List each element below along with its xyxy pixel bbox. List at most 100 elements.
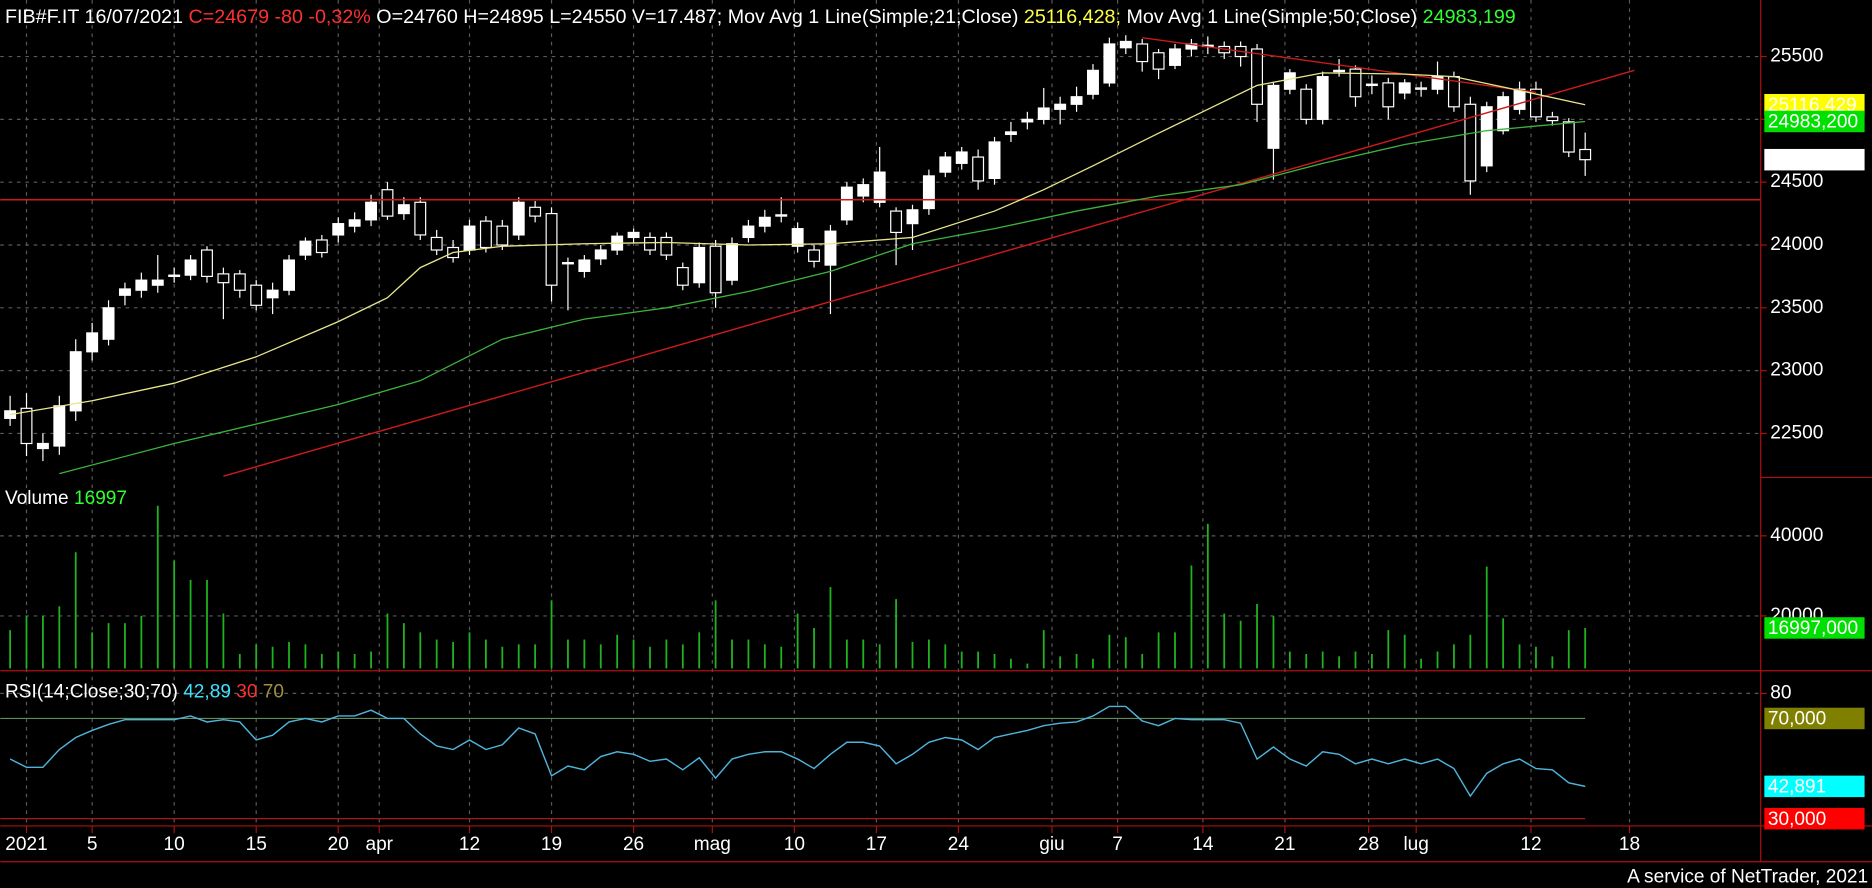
candle-body [168, 274, 181, 277]
candle-body [1267, 84, 1280, 149]
candle-body [955, 151, 968, 164]
rsi-high: 70 [263, 681, 284, 702]
candle-body [808, 249, 821, 262]
x-tick-label: 12 [459, 834, 480, 855]
x-tick-label: 10 [784, 834, 805, 855]
candle-body [512, 201, 525, 236]
candle-body [1152, 52, 1165, 70]
x-tick-label: apr [365, 834, 393, 855]
candle-body [922, 175, 935, 210]
candle-body [1365, 83, 1378, 87]
candle-body [1119, 40, 1132, 49]
y-tick-label: 23500 [1770, 297, 1823, 318]
candle-body [627, 231, 640, 239]
candle-body [1497, 96, 1510, 132]
candle-body [1103, 43, 1116, 84]
ma50-label: Mov Avg 1 Line(Simple;50;Close) [1126, 6, 1417, 28]
candle-body [791, 228, 804, 247]
axes: 2250023000235002400024500250002550025116… [0, 0, 1872, 863]
x-tick-label: 10 [164, 834, 185, 855]
candle-body [1070, 96, 1083, 105]
x-tick-label: 5 [87, 834, 98, 855]
candle-body [857, 184, 870, 197]
candle-body [972, 156, 985, 182]
candle-body [709, 245, 722, 294]
candle-body [69, 351, 82, 412]
candle-body [102, 307, 115, 340]
trend-line [223, 69, 1635, 477]
x-tick-label: 2021 [5, 834, 47, 855]
rsi-line [9, 705, 1586, 798]
ohlcv: O=24760 H=24895 L=24550 V=17.487; [376, 6, 722, 28]
symbol: FIB#F.IT 16/07/2021 [5, 6, 183, 28]
candle-body [1349, 68, 1362, 98]
value-badge [1764, 775, 1865, 798]
value-badge-label: 25116,429 [1768, 95, 1857, 116]
value-badge [1764, 93, 1865, 116]
rsi-low: 30 [236, 681, 257, 702]
value-badge-label: 16997,000 [1768, 618, 1858, 639]
candle-body [1546, 116, 1559, 122]
candle-body [1333, 69, 1346, 73]
candle-body [86, 332, 99, 353]
candle-body [184, 259, 197, 276]
y-tick-label: 80 [1770, 682, 1791, 703]
candle-body [381, 189, 394, 217]
value-badge [1764, 110, 1865, 133]
candle-body [1021, 118, 1034, 123]
x-tick-label: 15 [246, 834, 267, 855]
moving-average [9, 72, 1586, 416]
x-tick-label: lug [1403, 834, 1428, 855]
value-badge-label: 24983,200 [1768, 112, 1858, 133]
rsi-value: 42,89 [183, 681, 231, 702]
candle-body [1037, 107, 1050, 120]
volume-value: 16997 [74, 488, 127, 509]
candle-body [1513, 88, 1526, 110]
candle-body [1464, 103, 1477, 182]
marks [0, 35, 1761, 820]
candle-body [365, 201, 378, 221]
candle-body [988, 141, 1001, 180]
candle-body [315, 239, 328, 254]
candle-body [840, 186, 853, 221]
candle-body [53, 405, 66, 447]
candle-body [939, 156, 952, 173]
candle-body [397, 204, 410, 215]
candle-body [1431, 76, 1444, 90]
candle-body [1054, 103, 1067, 110]
candle-body [20, 407, 33, 445]
candle-body [135, 279, 148, 291]
ma21-label: Mov Avg 1 Line(Simple;21;Close) [728, 6, 1019, 28]
candle-body [824, 230, 837, 266]
candle-body [430, 236, 443, 251]
ma21-value: 25116,428; [1024, 6, 1121, 28]
candle-body [4, 410, 17, 419]
candle-body [676, 267, 689, 286]
value-badge-label: 24679 [1768, 150, 1821, 171]
quote: C=24679 -80 -0,32% [189, 6, 371, 28]
candle-body [233, 273, 246, 291]
candle-body [1087, 69, 1099, 95]
candle-body [1283, 72, 1296, 90]
volume-label: Volume [5, 488, 69, 509]
y-tick-label: 25500 [1770, 46, 1823, 67]
candle-body [1169, 48, 1181, 66]
value-badge [1764, 807, 1865, 830]
y-tick-label: 23000 [1770, 360, 1823, 381]
x-tick-label: 20 [328, 834, 349, 855]
y-tick-label: 22500 [1770, 422, 1823, 443]
x-tick-label: giu [1039, 834, 1064, 855]
candle-body [644, 236, 656, 251]
candle-body [283, 259, 295, 291]
candle-body [758, 216, 771, 227]
candle-body [726, 243, 738, 281]
candle-body [1529, 88, 1542, 118]
candle-body [1004, 131, 1017, 136]
y-tick-label: 24500 [1770, 171, 1823, 192]
x-tick-label: 28 [1358, 834, 1379, 855]
x-tick-label: 14 [1192, 834, 1214, 855]
candle-body [1579, 148, 1592, 161]
value-badge-label: 70,000 [1768, 709, 1826, 730]
